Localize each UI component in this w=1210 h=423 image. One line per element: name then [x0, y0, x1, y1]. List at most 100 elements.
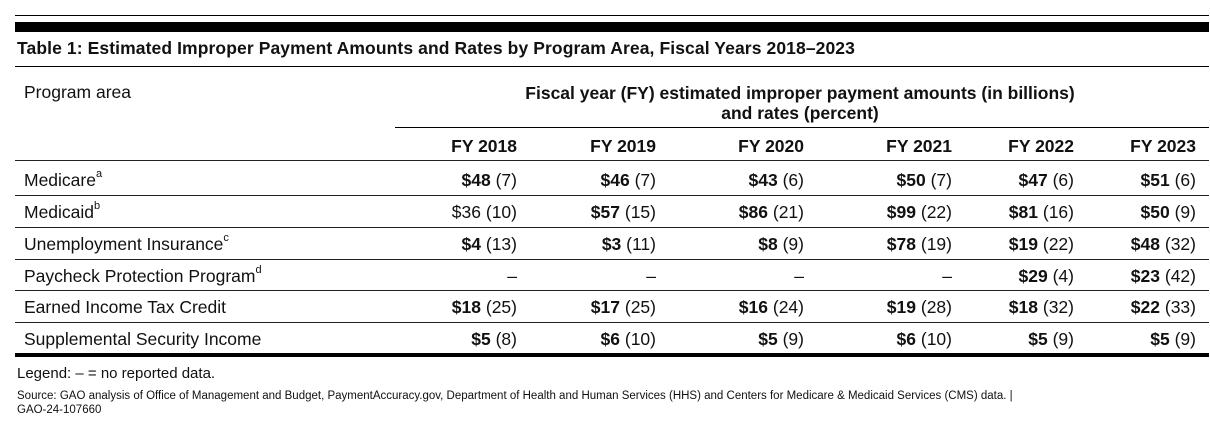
table-cell: $18 (25) [377, 297, 517, 318]
group-header: Fiscal year (FY) estimated improper paym… [400, 83, 1200, 123]
table-cell: $47 (6) [934, 170, 1074, 191]
rate-value: (9) [1174, 202, 1196, 222]
table-title: Table 1: Estimated Improper Payment Amou… [17, 38, 855, 58]
table-cell: $99 (22) [812, 202, 952, 223]
rate-value: (9) [782, 329, 804, 349]
amount-value: $78 [886, 234, 916, 254]
amount-value: $50 [896, 170, 926, 190]
bottom-thick-rule [15, 353, 1209, 357]
rate-value: (8) [495, 329, 517, 349]
rate-value: (21) [772, 202, 804, 222]
table-cell: $81 (16) [934, 202, 1074, 223]
table-cell: $6 (10) [812, 329, 952, 350]
source-line-1: Source: GAO analysis of Office of Manage… [17, 390, 1013, 402]
table-row-label: Unemployment Insurancec [24, 232, 229, 255]
rate-value: (25) [485, 297, 517, 317]
rate-value: (10) [920, 329, 952, 349]
footnote-marker: b [94, 200, 101, 212]
table-cell: $6 (10) [516, 329, 656, 350]
table-cell: $18 (32) [934, 297, 1074, 318]
amount-value: $5 [758, 329, 778, 349]
table-cell: $29 (4) [934, 266, 1074, 287]
source-line-2: GAO-24-107660 [17, 404, 102, 416]
rate-value: (15) [624, 202, 656, 222]
amount-value: – [794, 266, 804, 286]
rate-value: (32) [1164, 234, 1196, 254]
rate-value: (33) [1164, 297, 1196, 317]
table-cell: $3 (11) [516, 234, 656, 255]
table-cell: – [664, 266, 804, 287]
table-cell: $51 (6) [1056, 170, 1196, 191]
top-thick-rule [15, 22, 1209, 32]
row-divider [15, 227, 1209, 228]
year-header: FY 2023 [1130, 136, 1196, 156]
amount-value: $46 [600, 170, 630, 190]
group-header-line1: Fiscal year (FY) estimated improper paym… [525, 83, 1075, 103]
table-row-label: Earned Income Tax Credit [24, 297, 226, 318]
amount-value: $4 [461, 234, 481, 254]
amount-value: $36 [451, 202, 481, 222]
amount-value: $19 [1008, 234, 1038, 254]
amount-value: $43 [748, 170, 778, 190]
row-divider [15, 322, 1209, 323]
year-header: FY 2021 [886, 136, 952, 156]
program-name: Unemployment Insurance [24, 234, 224, 254]
rate-value: (7) [930, 170, 952, 190]
table-cell: $36 (10) [377, 202, 517, 223]
rate-value: (24) [772, 297, 804, 317]
amount-value: $48 [1130, 234, 1160, 254]
year-header: FY 2019 [590, 136, 656, 156]
table-cell: $4 (13) [377, 234, 517, 255]
footnote-marker: d [255, 264, 262, 276]
row-divider [15, 259, 1209, 260]
amount-value: $5 [1028, 329, 1048, 349]
rate-value: (11) [626, 234, 656, 254]
amount-value: $48 [461, 170, 491, 190]
amount-value: $50 [1140, 202, 1170, 222]
table-cell: – [516, 266, 656, 287]
amount-value: $57 [590, 202, 620, 222]
year-header: FY 2022 [1008, 136, 1074, 156]
table-row-label: Paycheck Protection Programd [24, 264, 262, 287]
rate-value: (4) [1052, 266, 1074, 286]
row-divider [15, 160, 1209, 161]
rate-value: (7) [634, 170, 656, 190]
rate-value: (22) [1042, 234, 1074, 254]
amount-value: $19 [886, 297, 916, 317]
table-cell: – [812, 266, 952, 287]
rate-value: (9) [782, 234, 804, 254]
table-cell: $16 (24) [664, 297, 804, 318]
rate-value: (13) [485, 234, 517, 254]
footnote-marker: a [95, 168, 103, 180]
amount-value: $6 [600, 329, 620, 349]
program-name: Earned Income Tax Credit [24, 297, 227, 317]
row-divider [15, 195, 1209, 196]
footnote-marker: c [223, 232, 229, 244]
table-cell: $23 (42) [1056, 266, 1196, 287]
program-name: Medicaid [24, 202, 95, 222]
rate-value: (32) [1042, 297, 1074, 317]
program-name: Paycheck Protection Program [24, 266, 256, 286]
amount-value: $5 [1150, 329, 1170, 349]
amount-value: $86 [738, 202, 768, 222]
table-cell: $86 (21) [664, 202, 804, 223]
rate-value: (25) [624, 297, 656, 317]
top-thin-rule [15, 15, 1209, 16]
table-cell: $48 (7) [377, 170, 517, 191]
table-row-label: Medicarea [24, 168, 103, 191]
table-cell: $19 (22) [934, 234, 1074, 255]
group-header-line2: and rates (percent) [721, 103, 879, 123]
rate-value: (6) [782, 170, 804, 190]
amount-value: $23 [1130, 266, 1160, 286]
amount-value: $3 [601, 234, 622, 254]
table-cell: $5 (9) [664, 329, 804, 350]
amount-value: $16 [738, 297, 768, 317]
table-cell: $19 (28) [812, 297, 952, 318]
table-cell: – [377, 266, 517, 287]
amount-value: $29 [1018, 266, 1048, 286]
table-cell: $50 (7) [812, 170, 952, 191]
amount-value: – [942, 266, 952, 286]
rate-value: (7) [495, 170, 517, 190]
rate-value: (10) [624, 329, 656, 349]
rate-value: (19) [920, 234, 952, 254]
